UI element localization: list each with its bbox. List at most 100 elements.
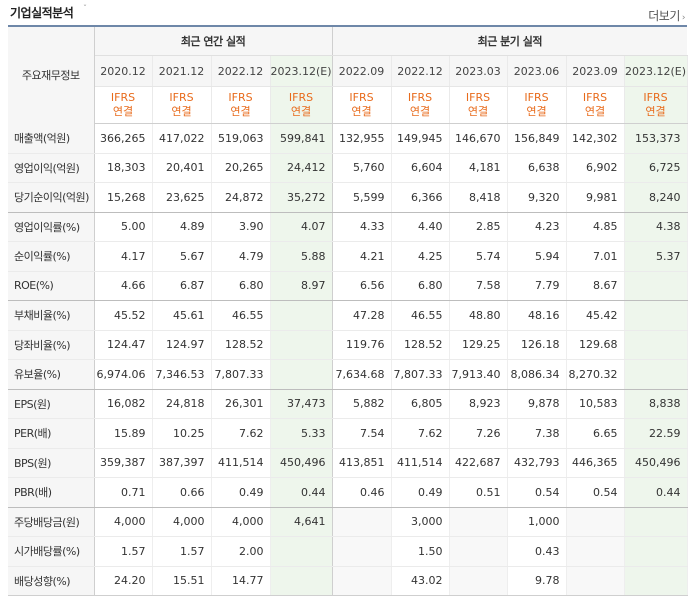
quarter-period-header: 2022.12	[391, 55, 450, 87]
quarter-value-cell: 7.54	[332, 418, 392, 449]
table-row: 배당성향(%) 24.20 15.51 14.77 43.02 9.78	[8, 566, 688, 596]
annual-value-cell: 7.62	[211, 418, 271, 449]
quarter-standard-header: IFRS 연결	[332, 86, 392, 124]
annual-value-cell: 37,473	[270, 389, 333, 419]
annual-value-cell: 359,387	[94, 448, 153, 478]
standard-label: IFRS	[288, 91, 314, 104]
quarter-value-cell: 8,086.34	[507, 359, 567, 390]
quarter-value-cell: 411,514	[391, 448, 450, 478]
table-row: 영업이익(억원) 18,303 20,401 20,265 24,412 5,760 6,6…	[8, 153, 688, 183]
quarter-value-cell: 149,945	[391, 123, 450, 154]
quarter-value-cell: 7.38	[507, 418, 567, 449]
quarter-value-cell: 129.68	[566, 330, 625, 360]
row-label: 배당성향(%)	[8, 566, 95, 596]
quarter-value-cell: 156,849	[507, 123, 567, 154]
quarter-value-cell: 4.40	[391, 212, 450, 242]
quarter-value-cell: 4.33	[332, 212, 392, 242]
quarter-value-cell: 7,634.68	[332, 359, 392, 390]
quarter-value-cell: 5.74	[449, 241, 508, 272]
table-row: 당좌비율(%) 124.47 124.97 128.52 119.76 128.52 129…	[8, 330, 688, 360]
annual-standard-header: IFRS 연결	[211, 86, 271, 124]
annual-value-cell: 5.33	[270, 418, 333, 449]
annual-value-cell	[270, 359, 333, 390]
annual-value-cell: 8.97	[270, 271, 333, 301]
table-row: 유보율(%) 6,974.06 7,346.53 7,807.33 7,634.68 7,…	[8, 359, 688, 390]
quarter-value-cell: 9,320	[507, 182, 567, 213]
annual-value-cell: 1.57	[152, 536, 212, 567]
annual-value-cell: 387,397	[152, 448, 212, 478]
quarter-value-cell: 5.94	[507, 241, 567, 272]
quarter-value-cell: 129.25	[449, 330, 508, 360]
annual-value-cell: 411,514	[211, 448, 271, 478]
quarter-value-cell: 7.26	[449, 418, 508, 449]
quarter-value-cell: 2.85	[449, 212, 508, 242]
more-link-label: 더보기	[648, 9, 680, 23]
quarter-value-cell	[566, 536, 625, 567]
more-link[interactable]: 더보기 ›	[648, 7, 685, 24]
consolidation-label: 연결	[467, 105, 489, 118]
annual-standard-header: IFRS 연결	[270, 86, 333, 124]
annual-standard-header: IFRS 연결	[152, 86, 212, 124]
standard-label: IFRS	[110, 91, 136, 104]
annual-period-header: 2021.12	[152, 55, 212, 87]
annual-group-header: 최근 연간 실적	[94, 25, 333, 56]
annual-value-cell: 5.88	[270, 241, 333, 272]
annual-value-cell: 6.80	[211, 271, 271, 301]
quarter-value-cell: 48.16	[507, 300, 567, 331]
table-row: ROE(%) 4.66 6.87 6.80 8.97 6.56 6.80 7.58 7.79 8.…	[8, 271, 688, 301]
table-row: 매출액(억원) 366,265 417,022 519,063 599,841 132,9…	[8, 123, 688, 154]
table-row: 순이익률(%) 4.17 5.67 4.79 5.88 4.21 4.25 5.74 5.94 7…	[8, 241, 688, 272]
annual-standard-header: IFRS 연결	[94, 86, 153, 124]
annual-value-cell: 24,818	[152, 389, 212, 419]
annual-value-cell: 24.20	[94, 566, 153, 596]
row-label: 영업이익률(%)	[8, 212, 95, 242]
quarter-value-cell: 8,240	[624, 182, 688, 213]
title-mark-icon: ˇ	[83, 4, 87, 13]
annual-value-cell: 24,412	[270, 153, 333, 183]
quarter-value-cell: 6,805	[391, 389, 450, 419]
annual-value-cell: 450,496	[270, 448, 333, 478]
annual-value-cell: 4.79	[211, 241, 271, 272]
quarter-value-cell: 0.54	[507, 477, 567, 508]
annual-value-cell: 45.61	[152, 300, 212, 331]
annual-value-cell: 46.55	[211, 300, 271, 331]
annual-value-cell: 35,272	[270, 182, 333, 213]
quarter-value-cell: 0.51	[449, 477, 508, 508]
quarter-value-cell: 4.25	[391, 241, 450, 272]
quarter-value-cell: 8,838	[624, 389, 688, 419]
row-label: PBR(배)	[8, 477, 95, 508]
quarter-standard-header: IFRS 연결	[566, 86, 625, 124]
quarter-value-cell: 43.02	[391, 566, 450, 596]
quarter-value-cell: 48.80	[449, 300, 508, 331]
row-label: 유보율(%)	[8, 359, 95, 390]
annual-value-cell: 4.66	[94, 271, 153, 301]
annual-value-cell	[270, 566, 333, 596]
standard-label: IFRS	[169, 91, 194, 104]
consolidation-label: 연결	[526, 105, 547, 118]
row-label: 매출액(억원)	[8, 123, 95, 154]
quarter-value-cell: 6,638	[507, 153, 567, 183]
quarter-value-cell: 6,366	[391, 182, 450, 213]
quarter-value-cell: 5.37	[624, 241, 688, 272]
quarter-value-cell	[449, 536, 508, 567]
annual-value-cell: 5.67	[152, 241, 212, 272]
annual-value-cell: 0.44	[270, 477, 333, 508]
annual-value-cell: 14.77	[211, 566, 271, 596]
annual-value-cell: 128.52	[211, 330, 271, 360]
quarter-period-header: 2023.06	[507, 55, 567, 87]
table-row: 시가배당률(%) 1.57 1.57 2.00 1.50 0.43	[8, 536, 688, 567]
table-row: EPS(원) 16,082 24,818 26,301 37,473 5,882 6,805…	[8, 389, 688, 419]
annual-value-cell: 4,000	[94, 507, 153, 537]
quarter-value-cell: 7,913.40	[449, 359, 508, 390]
quarter-value-cell: 432,793	[507, 448, 567, 478]
quarter-value-cell: 8,270.32	[566, 359, 625, 390]
quarter-value-cell: 7.62	[391, 418, 450, 449]
table-row: BPS(원) 359,387 387,397 411,514 450,496 413,85…	[8, 448, 688, 478]
annual-value-cell: 4.89	[152, 212, 212, 242]
standard-label: IFRS	[582, 91, 608, 104]
quarter-value-cell: 119.76	[332, 330, 392, 360]
quarter-value-cell: 446,365	[566, 448, 625, 478]
quarter-value-cell: 7.58	[449, 271, 508, 301]
row-label: BPS(원)	[8, 448, 95, 478]
quarter-value-cell	[624, 330, 688, 360]
